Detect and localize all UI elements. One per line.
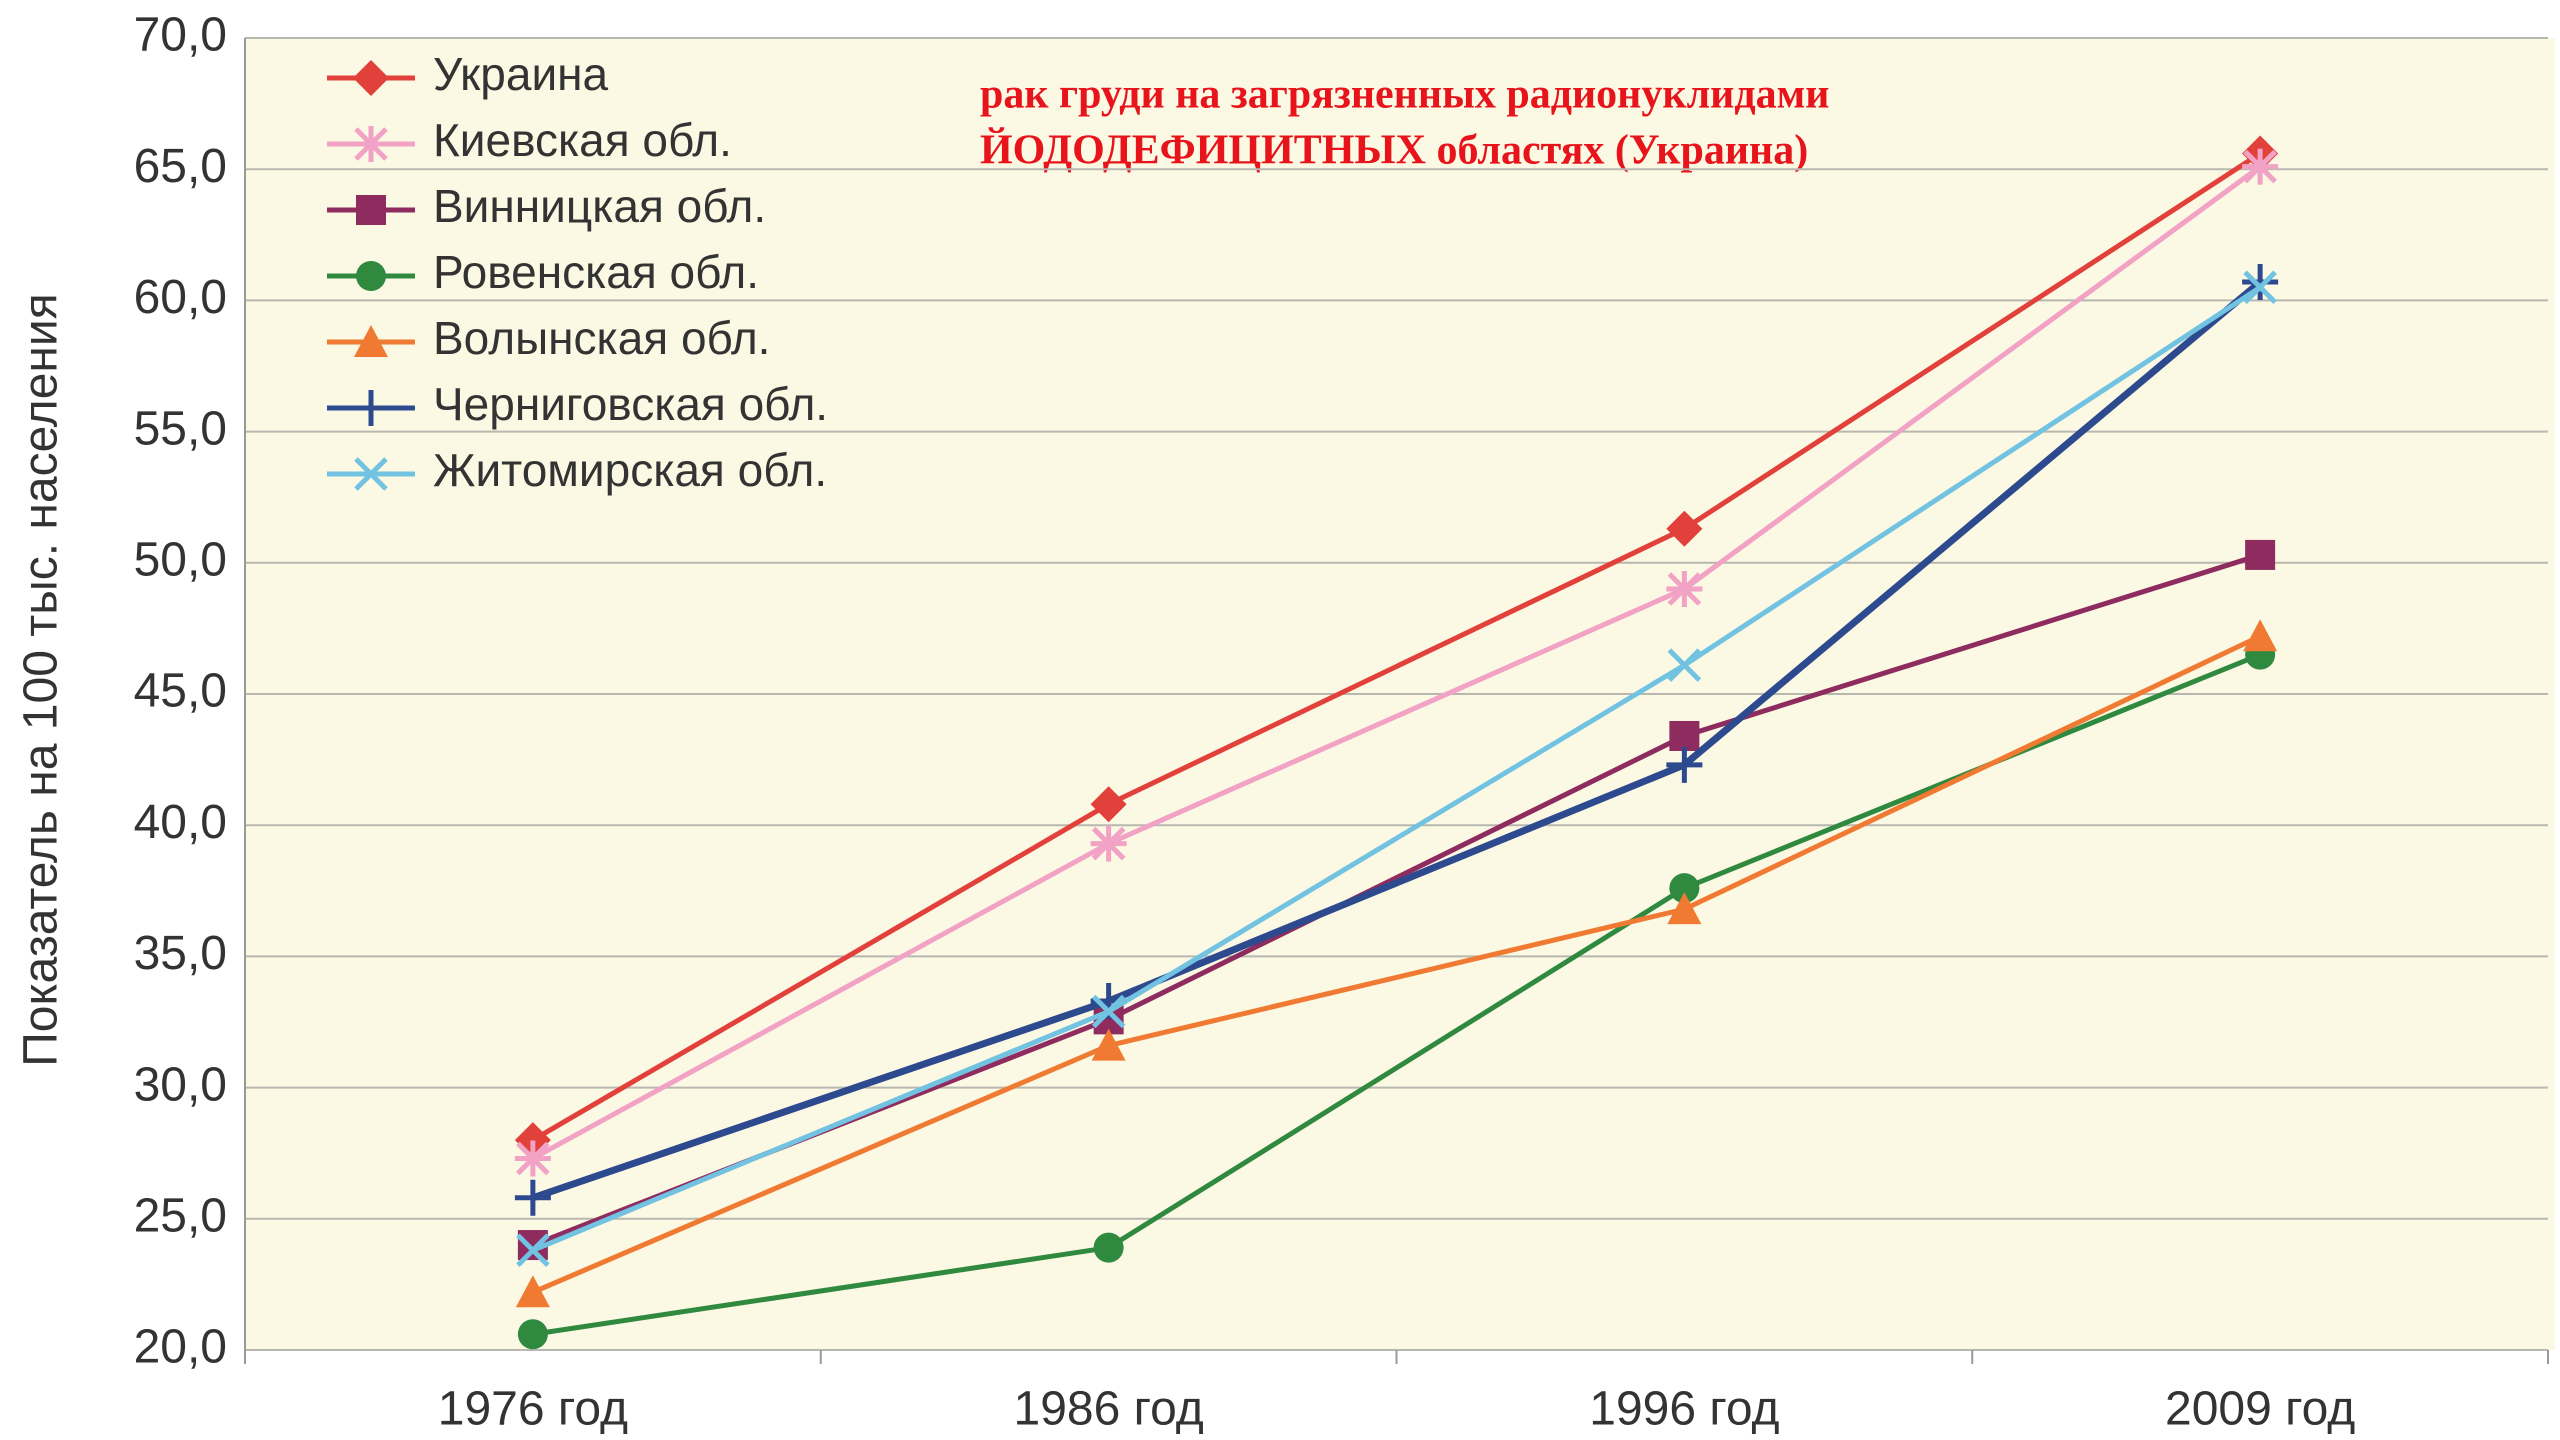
y-tick-label: 55,0 (134, 402, 227, 455)
chart-title: рак груди на загрязненных радионуклидами (980, 72, 1829, 118)
marker (1666, 510, 1703, 547)
y-tick-label: 40,0 (134, 796, 227, 849)
marker (514, 1179, 551, 1216)
x-tick-label: 1996 год (1589, 1383, 1779, 1436)
marker (353, 60, 389, 96)
marker (517, 1319, 548, 1350)
marker (356, 261, 386, 291)
x-tick-label: 1986 год (1014, 1383, 1204, 1436)
marker (2242, 264, 2279, 301)
marker (353, 390, 389, 426)
marker (353, 126, 389, 162)
y-tick-label: 60,0 (134, 271, 227, 324)
marker (1091, 1028, 1126, 1061)
y-tick-label: 30,0 (134, 1058, 227, 1111)
marker (2243, 270, 2277, 305)
marker (2245, 539, 2276, 570)
marker (354, 325, 388, 357)
y-axis-label: Показатель на 100 тыс. населения (15, 293, 68, 1066)
series-line (531, 164, 2262, 1161)
series-line (531, 151, 2262, 1143)
marker (2243, 619, 2278, 652)
legend-label: Винницкая обл. (433, 180, 766, 232)
x-tick-label: 2009 год (2165, 1383, 2355, 1436)
series-line (531, 634, 2262, 1295)
y-tick-label: 25,0 (134, 1189, 227, 1242)
y-tick-label: 65,0 (134, 140, 227, 193)
marker (1669, 720, 1700, 751)
marker (1666, 571, 1703, 608)
legend-label: Житомирская обл. (433, 444, 827, 496)
marker (516, 1233, 550, 1268)
marker (1669, 873, 1700, 904)
y-tick-label: 50,0 (134, 533, 227, 586)
series-line (531, 279, 2263, 1202)
marker (515, 1275, 550, 1308)
marker (1667, 648, 1702, 682)
marker (1091, 994, 1126, 1029)
marker (1666, 746, 1703, 783)
marker (2242, 148, 2279, 185)
marker (514, 1140, 551, 1177)
y-tick-label: 70,0 (134, 9, 227, 62)
legend-label: Ровенская обл. (433, 246, 759, 298)
marker (356, 195, 386, 225)
y-tick-label: 45,0 (134, 665, 227, 718)
legend-label: Волынская обл. (433, 312, 770, 364)
y-tick-label: 35,0 (134, 927, 227, 980)
legend-label: Киевская обл. (433, 114, 732, 166)
x-tick-label: 1976 год (438, 1383, 628, 1436)
legend-label: Черниговская обл. (433, 378, 828, 430)
legend-label: Украина (433, 48, 609, 100)
marker (1090, 786, 1127, 823)
marker (354, 457, 388, 491)
y-tick-label: 20,0 (134, 1321, 227, 1374)
chart-title: ЙОДОДЕФИЦИТНЫХ областях (Украина) (980, 128, 1808, 174)
series-line (531, 285, 2262, 1253)
marker (1090, 825, 1127, 862)
marker (1093, 1232, 1124, 1263)
marker (1667, 892, 1702, 925)
